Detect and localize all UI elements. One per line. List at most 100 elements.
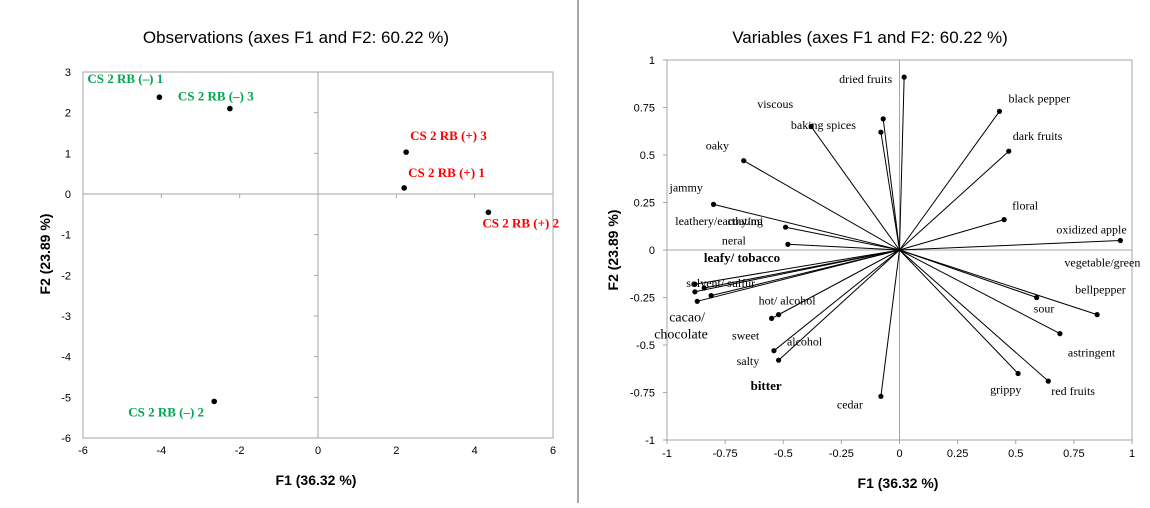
observation-point — [156, 94, 163, 101]
observations-x-tick-label: -4 — [156, 445, 166, 457]
variable-vector-line — [785, 226, 900, 251]
observations-y-tick-label: 0 — [65, 189, 71, 201]
variables-y-tick-label: -1 — [645, 435, 655, 447]
observation-point — [403, 149, 409, 155]
observation-point — [401, 185, 407, 191]
variable-vector-label: cacao/ — [669, 310, 705, 325]
variable-vector-label: cedar — [837, 397, 863, 411]
variable-vector-label: sweet — [732, 329, 760, 343]
variable-vector-line — [899, 249, 1098, 316]
observation-point — [211, 398, 218, 405]
observations-x-tick-label: 6 — [550, 445, 556, 457]
variable-vector-label: astringent — [1068, 346, 1116, 360]
observations-x-tick-label: 0 — [315, 445, 321, 457]
variable-vector-point — [694, 298, 700, 304]
variable-vector-point — [1117, 237, 1123, 244]
variables-y-axis-label: F2 (23.89 %) — [605, 210, 621, 291]
variable-vector-point — [1045, 378, 1051, 384]
variable-vector-point — [1015, 370, 1021, 377]
variable-vector-label: black pepper — [1008, 91, 1070, 105]
variable-vector-line — [899, 150, 1010, 251]
variable-vector-point — [741, 158, 747, 164]
observations-y-tick-label: -5 — [61, 392, 71, 404]
variable-vector-label: chocolate — [654, 327, 708, 342]
variable-vector-line — [899, 77, 905, 251]
variable-vector-point — [776, 357, 782, 363]
observations-y-tick-label: 1 — [65, 148, 71, 160]
variable-vector-point — [901, 74, 907, 80]
variable-vector-label: leafy/ tobacco — [704, 250, 780, 265]
observations-x-tick-label: 2 — [393, 445, 399, 457]
observation-point-label: CS 2 RB (–) 1 — [87, 71, 163, 86]
variable-vector-label: jammy — [669, 180, 703, 194]
variable-vector-line — [713, 203, 900, 251]
variable-vector-line — [899, 249, 1049, 382]
variables-y-tick-label: 0.5 — [640, 150, 655, 162]
variable-vector-line — [899, 249, 1037, 298]
variable-vector-label: neral — [722, 233, 747, 247]
variable-vector-point — [996, 108, 1003, 114]
variable-vector-label: baking spices — [791, 118, 856, 132]
variable-vector-label: oaky — [706, 139, 729, 153]
variable-vector-line — [697, 249, 900, 302]
variables-chart-title: Variables (axes F1 and F2: 60.22 %) — [732, 28, 1008, 47]
variable-vector-point — [769, 315, 775, 321]
variables-x-tick-label: -0.25 — [829, 448, 854, 460]
observations-y-tick-label: -1 — [61, 230, 71, 242]
variable-vector-point — [785, 241, 791, 247]
variables-y-tick-label: 0.75 — [634, 103, 655, 115]
variable-vector-line — [880, 249, 900, 397]
observation-point-label: CS 2 RB (+) 1 — [408, 165, 485, 180]
variable-vector-line — [694, 249, 900, 293]
observation-point — [227, 105, 233, 112]
observations-x-tick-label: -6 — [78, 445, 88, 457]
observation-point-label: CS 2 RB (–) 3 — [178, 89, 254, 104]
variable-vector-label: salty — [737, 354, 760, 368]
variable-vector-line — [787, 243, 900, 251]
variable-vector-label: oxidized apple — [1056, 223, 1126, 237]
variable-vector-line — [899, 249, 1061, 335]
variable-vector-label: red fruits — [1051, 384, 1095, 398]
variable-vector-line — [810, 126, 900, 251]
variable-vector-label: grippy — [990, 383, 1021, 397]
variables-y-tick-label: 1 — [649, 55, 655, 67]
observations-chart: Observations (axes F1 and F2: 60.22 %) F… — [37, 28, 559, 488]
variable-vector-line — [771, 249, 900, 319]
observations-chart-title: Observations (axes F1 and F2: 60.22 %) — [143, 28, 449, 47]
variable-vector-point — [1006, 148, 1012, 154]
variables-y-tick-label: -0.25 — [630, 293, 655, 305]
variable-vector-line — [899, 111, 1000, 251]
variable-vector-point — [1034, 294, 1040, 301]
variable-vector-line — [773, 249, 900, 352]
variable-vector-point — [1094, 312, 1100, 318]
observation-point-label: CS 2 RB (–) 2 — [128, 404, 204, 419]
variable-vector-label: sour — [1034, 302, 1055, 316]
variable-vector-label: dried fruits — [839, 72, 892, 86]
variable-vector-point — [692, 289, 698, 295]
variables-y-tick-label: 0.25 — [634, 198, 655, 210]
variables-x-tick-label: -0.5 — [774, 448, 793, 460]
variable-vector-point — [771, 348, 777, 354]
variables-y-tick-label: 0 — [649, 245, 655, 257]
variable-vector-line — [899, 219, 1005, 251]
variable-vector-point — [782, 224, 789, 230]
variable-vector-point — [808, 123, 814, 130]
variable-vector-label: floral — [1012, 199, 1039, 213]
variable-vector-point — [878, 393, 884, 399]
variable-vector-line — [899, 240, 1121, 251]
variables-x-axis-label: F1 (36.32 %) — [858, 475, 939, 491]
variables-y-tick-label: -0.5 — [636, 340, 655, 352]
variable-vector-label: bellpepper — [1075, 283, 1126, 297]
variable-vector-point — [880, 116, 886, 122]
variable-vector-label: leathery/earthy/mi — [675, 214, 764, 228]
observations-y-axis-label: F2 (23.89 %) — [37, 214, 53, 295]
variable-vector-label: solvent/ sulfur — [686, 276, 755, 290]
observations-x-axis-label: F1 (36.32 %) — [276, 472, 357, 488]
variables-x-tick-label: 0.25 — [947, 448, 968, 460]
variable-vector-point — [708, 293, 714, 299]
variable-vector-point — [1057, 331, 1063, 337]
observation-point-label: CS 2 RB (+) 3 — [410, 128, 487, 143]
